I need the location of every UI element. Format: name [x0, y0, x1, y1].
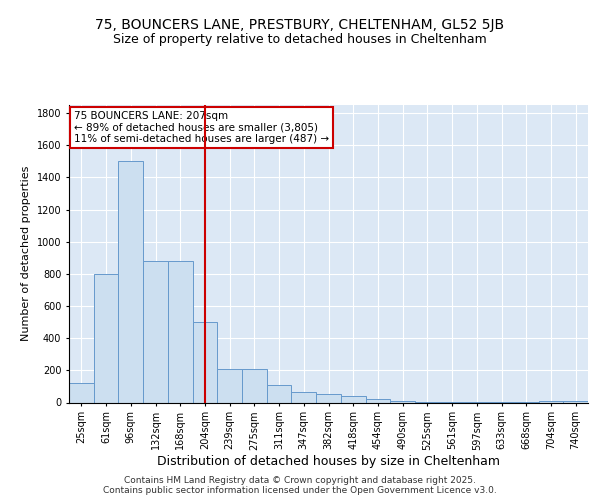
Bar	[267, 385, 292, 402]
Bar	[341, 396, 365, 402]
Bar	[143, 261, 168, 402]
Bar	[168, 261, 193, 402]
Bar	[316, 394, 341, 402]
Bar	[242, 368, 267, 402]
Bar	[292, 392, 316, 402]
Bar	[69, 383, 94, 402]
Bar	[539, 401, 563, 402]
X-axis label: Distribution of detached houses by size in Cheltenham: Distribution of detached houses by size …	[157, 455, 500, 468]
Bar	[217, 368, 242, 402]
Bar	[193, 322, 217, 402]
Bar	[390, 401, 415, 402]
Bar	[563, 401, 588, 402]
Bar	[365, 400, 390, 402]
Bar	[94, 274, 118, 402]
Text: Size of property relative to detached houses in Cheltenham: Size of property relative to detached ho…	[113, 32, 487, 46]
Text: 75, BOUNCERS LANE, PRESTBURY, CHELTENHAM, GL52 5JB: 75, BOUNCERS LANE, PRESTBURY, CHELTENHAM…	[95, 18, 505, 32]
Y-axis label: Number of detached properties: Number of detached properties	[21, 166, 31, 342]
Text: Contains HM Land Registry data © Crown copyright and database right 2025.
Contai: Contains HM Land Registry data © Crown c…	[103, 476, 497, 495]
Bar	[118, 162, 143, 402]
Text: 75 BOUNCERS LANE: 207sqm
← 89% of detached houses are smaller (3,805)
11% of sem: 75 BOUNCERS LANE: 207sqm ← 89% of detach…	[74, 111, 329, 144]
